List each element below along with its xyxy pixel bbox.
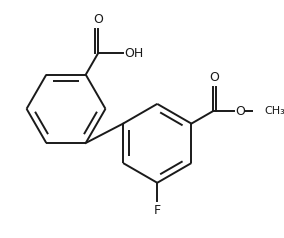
Text: F: F (154, 204, 161, 217)
Text: O: O (93, 13, 103, 26)
Text: O: O (235, 105, 245, 118)
Text: OH: OH (124, 47, 143, 60)
Text: O: O (209, 71, 219, 84)
Text: CH₃: CH₃ (264, 106, 284, 116)
